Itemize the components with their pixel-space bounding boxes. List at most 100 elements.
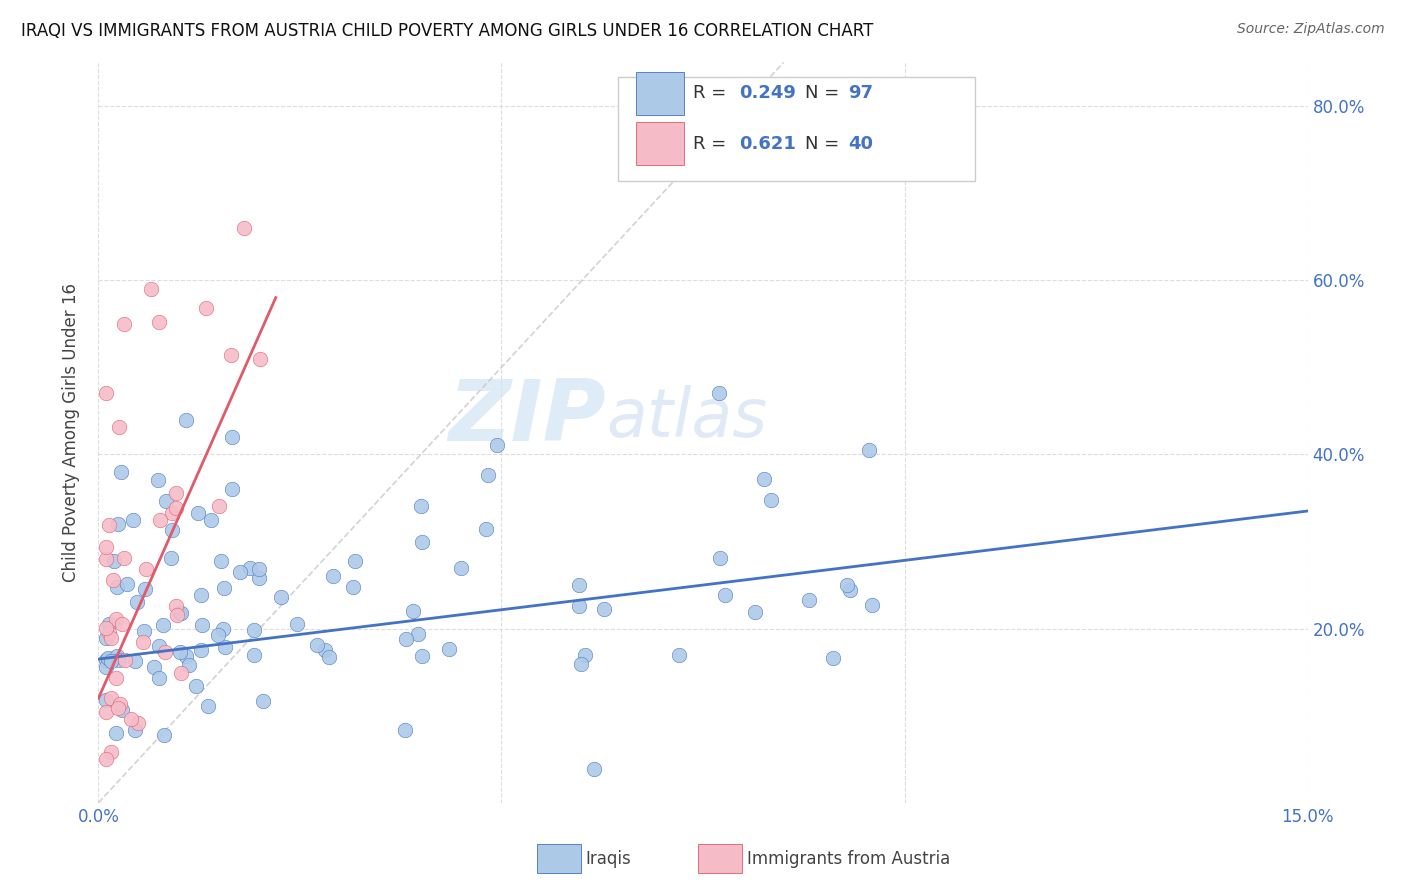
Point	[152, 618, 174, 632]
Point	[485, 438, 508, 452]
Point	[318, 650, 340, 665]
Point	[169, 645, 191, 659]
Point	[165, 500, 187, 515]
Point	[477, 467, 499, 482]
Point	[108, 420, 131, 434]
Point	[134, 582, 156, 597]
Point	[105, 672, 128, 686]
Point	[97, 651, 120, 665]
Point	[582, 762, 605, 776]
Point	[475, 523, 498, 537]
Point	[105, 726, 128, 740]
Point	[98, 617, 121, 632]
Point	[219, 348, 242, 362]
Point	[243, 623, 266, 637]
Point	[101, 574, 124, 588]
Point	[148, 671, 170, 685]
Point	[821, 650, 844, 665]
Point	[98, 625, 121, 640]
Point	[125, 595, 148, 609]
Point	[709, 551, 731, 566]
Point	[668, 648, 690, 663]
Point	[207, 628, 229, 642]
Point	[105, 612, 128, 626]
Point	[96, 552, 118, 566]
Point	[190, 642, 212, 657]
Point	[169, 606, 191, 620]
Point	[322, 569, 344, 583]
Point	[96, 752, 118, 766]
Point	[170, 606, 193, 620]
Point	[124, 723, 146, 738]
Point	[179, 657, 201, 672]
Point	[96, 693, 118, 707]
Point	[239, 561, 262, 575]
Y-axis label: Child Poverty Among Girls Under 16: Child Poverty Among Girls Under 16	[62, 283, 80, 582]
Point	[574, 648, 596, 662]
Point	[160, 523, 183, 537]
Point	[450, 561, 472, 575]
Point	[232, 221, 254, 235]
Point	[153, 645, 176, 659]
Point	[160, 507, 183, 521]
Point	[141, 282, 163, 296]
FancyBboxPatch shape	[619, 78, 976, 181]
Point	[100, 691, 122, 706]
Text: R =: R =	[693, 135, 733, 153]
Point	[149, 513, 172, 527]
Point	[96, 631, 118, 645]
Point	[209, 554, 232, 568]
Point	[114, 653, 136, 667]
Point	[96, 659, 118, 673]
Point	[568, 578, 591, 592]
FancyBboxPatch shape	[637, 71, 683, 115]
Point	[107, 701, 129, 715]
Point	[247, 561, 270, 575]
Point	[247, 571, 270, 585]
Point	[148, 315, 170, 329]
Point	[759, 493, 782, 508]
Point	[100, 745, 122, 759]
Point	[132, 634, 155, 648]
Point	[200, 513, 222, 527]
Point	[592, 601, 614, 615]
Point	[96, 386, 118, 401]
Point	[214, 640, 236, 655]
Point	[110, 465, 132, 479]
Text: 0.621: 0.621	[740, 135, 796, 153]
Point	[105, 648, 128, 663]
Point	[270, 590, 292, 604]
Point	[107, 517, 129, 532]
Point	[411, 535, 433, 549]
Point	[135, 562, 157, 576]
Point	[105, 580, 128, 594]
Point	[211, 623, 233, 637]
Point	[395, 632, 418, 646]
Point	[98, 517, 121, 532]
Point	[124, 654, 146, 668]
Point	[111, 703, 134, 717]
Point	[411, 500, 433, 514]
Point	[169, 666, 191, 681]
Point	[96, 540, 118, 554]
Point	[165, 599, 187, 613]
Point	[146, 473, 169, 487]
Point	[165, 485, 187, 500]
Text: Immigrants from Austria: Immigrants from Austria	[747, 850, 950, 868]
Point	[134, 624, 156, 638]
Point	[166, 608, 188, 623]
Point	[190, 618, 212, 632]
Point	[174, 412, 197, 426]
Text: ZIP: ZIP	[449, 376, 606, 459]
Point	[411, 648, 433, 663]
Point	[96, 653, 118, 667]
Text: 0.249: 0.249	[740, 85, 796, 103]
Point	[752, 472, 775, 486]
Point	[103, 554, 125, 568]
Text: atlas: atlas	[606, 384, 768, 450]
Point	[208, 500, 231, 514]
Text: 97: 97	[848, 85, 873, 103]
Point	[838, 583, 860, 598]
FancyBboxPatch shape	[637, 121, 683, 165]
Text: 40: 40	[848, 135, 873, 153]
